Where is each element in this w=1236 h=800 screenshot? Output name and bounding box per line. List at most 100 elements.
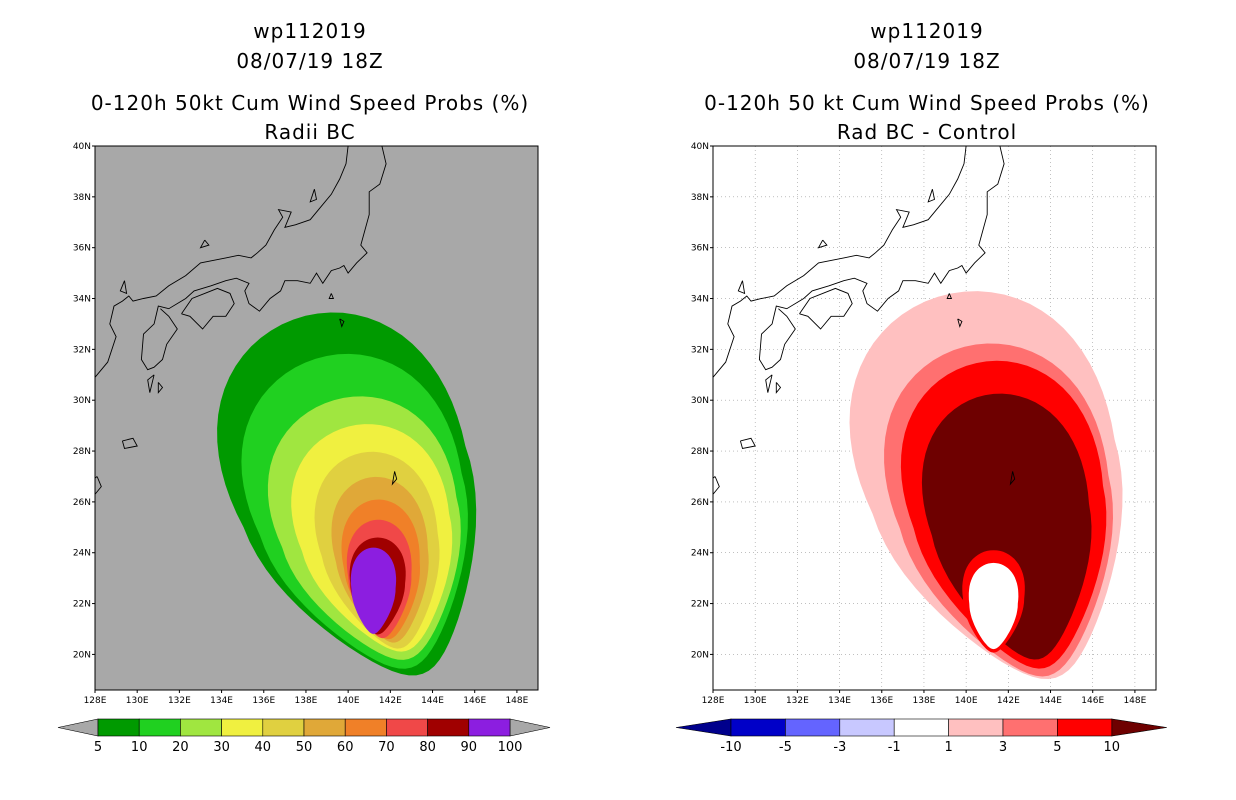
coastline-segment-8 — [927, 189, 936, 203]
colorbar-swatch — [180, 718, 222, 737]
x-tick-label: 132E — [786, 696, 809, 706]
left-title-line-3: 0-120h 50kt Cum Wind Speed Probs (%) — [91, 91, 529, 115]
contour-level-neg3-5 — [968, 562, 1019, 650]
coastline-segment-6 — [119, 280, 128, 295]
colorbar-left-arrow — [57, 718, 99, 737]
colorbar-label: 70 — [378, 740, 395, 755]
colorbar-swatch — [839, 718, 895, 737]
y-tick-label: 32N — [691, 345, 709, 355]
x-tick-label: 130E — [744, 696, 767, 706]
left-map-frame — [94, 145, 539, 691]
right-title-line-4: Rad BC - Control — [837, 120, 1017, 144]
colorbar-swatch — [221, 718, 264, 737]
coastline-segment-5 — [95, 476, 102, 496]
colorbar-swatch — [1002, 718, 1058, 737]
colorbar-left-arrow — [675, 718, 732, 737]
coastline-segment-3 — [147, 374, 155, 393]
right-axis-ticks: 128E 130E 132E 134E 136E 138E 140E 142E 144E 146E… — [691, 142, 1147, 706]
left-colorbar: 5 10 20 30 40 50 60 70 80 90 100 — [57, 718, 551, 755]
left-axis-ticks: 128E 130E 132E 134E 136E 138E 140E 142E 144E 146E… — [73, 142, 529, 706]
coastline-segment-10 — [957, 318, 963, 328]
right-map-frame — [712, 145, 1157, 691]
coastline-segment-5 — [713, 476, 720, 496]
y-tick-label: 36N — [73, 244, 91, 254]
x-tick-label: 136E — [870, 696, 893, 706]
coastline-segment-10 — [339, 318, 345, 328]
y-tick-label: 26N — [691, 498, 709, 508]
colorbar-label: 30 — [213, 740, 230, 755]
colorbar-label: -3 — [833, 740, 846, 755]
colorbar-label: 50 — [296, 740, 313, 755]
coastline-segment-1 — [140, 146, 387, 371]
colorbar-swatch — [344, 718, 387, 737]
colorbar-right-arrow — [509, 718, 551, 737]
x-tick-label: 132E — [168, 696, 191, 706]
colorbar-swatch — [262, 718, 305, 737]
coastline-segment-4 — [121, 437, 138, 450]
colorbar-label: 100 — [498, 740, 523, 755]
coastline-segment-8 — [309, 189, 318, 203]
coastline-segment-9 — [328, 293, 335, 299]
x-tick-label: 146E — [1081, 696, 1104, 706]
left-title-line-1: wp112019 — [253, 19, 366, 43]
coastline-segment-11 — [775, 382, 782, 394]
left-title-line-2: 08/07/19 18Z — [236, 49, 383, 73]
coastline-segment-7 — [817, 239, 828, 249]
coastline-segment-12 — [391, 471, 398, 486]
x-tick-label: 140E — [955, 696, 978, 706]
x-tick-label: 138E — [295, 696, 318, 706]
x-tick-label: 148E — [1123, 696, 1146, 706]
colorbar-label: 3 — [999, 740, 1007, 755]
y-tick-label: 32N — [73, 345, 91, 355]
y-tick-label: 30N — [691, 396, 709, 406]
colorbar-swatch — [948, 718, 1004, 737]
coastline-segment-9 — [946, 293, 953, 299]
colorbar-label: 10 — [131, 740, 148, 755]
colorbar-swatch — [97, 718, 140, 737]
y-tick-label: 28N — [691, 447, 709, 457]
colorbar-swatch — [785, 718, 841, 737]
y-tick-label: 22N — [73, 600, 91, 610]
colorbar-label: -10 — [720, 740, 741, 755]
colorbar-swatch — [427, 718, 470, 737]
right-title-line-3: 0-120h 50 kt Cum Wind Speed Probs (%) — [704, 91, 1150, 115]
coastline-segment-3 — [765, 374, 773, 393]
colorbar-label: -5 — [779, 740, 792, 755]
y-tick-label: 26N — [73, 498, 91, 508]
right-colorbar: -10 -5 -3 -1 1 3 5 10 — [675, 718, 1167, 755]
colorbar-swatch — [468, 718, 511, 737]
colorbar-label: 90 — [461, 740, 478, 755]
x-tick-label: 134E — [828, 696, 851, 706]
colorbar-swatch — [138, 718, 181, 737]
right-coastline — [713, 146, 1016, 496]
y-tick-label: 38N — [73, 193, 91, 203]
coastline-segment-11 — [157, 382, 164, 394]
y-tick-label: 24N — [73, 549, 91, 559]
coastline-segment-1 — [758, 146, 1005, 371]
y-tick-label: 22N — [691, 600, 709, 610]
coastline-segment-12 — [1009, 471, 1016, 486]
y-tick-label: 28N — [73, 447, 91, 457]
colorbar-label: 20 — [172, 740, 189, 755]
coastline-segment-2 — [181, 287, 235, 330]
colorbar-swatch — [303, 718, 346, 737]
y-tick-label: 20N — [73, 650, 91, 660]
colorbar-label: 60 — [337, 740, 354, 755]
left-coastline — [95, 146, 398, 496]
y-tick-label: 20N — [691, 650, 709, 660]
colorbar-label: 5 — [94, 740, 102, 755]
x-tick-label: 142E — [379, 696, 402, 706]
right-title-line-1: wp112019 — [870, 19, 983, 43]
colorbar-label: -1 — [888, 740, 901, 755]
coastline-segment-0 — [95, 146, 349, 378]
panel-radii-bc: wp112019 08/07/19 18Z 0-120h 50kt Cum Wi… — [57, 19, 551, 755]
coastline-segment-2 — [799, 287, 853, 330]
colorbar-swatch — [386, 718, 428, 737]
y-tick-label: 36N — [691, 244, 709, 254]
colorbar-label: 80 — [419, 740, 436, 755]
colorbar-label: 40 — [255, 740, 272, 755]
y-tick-label: 38N — [691, 193, 709, 203]
panel-rad-bc-control: wp112019 08/07/19 18Z 0-120h 50 kt Cum W… — [675, 19, 1167, 755]
x-tick-label: 130E — [126, 696, 149, 706]
